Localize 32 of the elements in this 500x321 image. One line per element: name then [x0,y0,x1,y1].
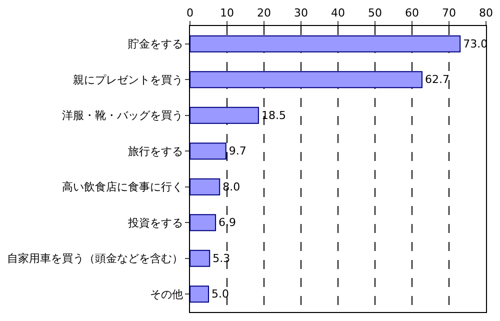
data-label: 9.7 [228,144,246,158]
x-tick-label: 40 [331,6,345,20]
y-tick-label: 洋服・靴・バッグを買う [62,109,183,122]
x-tick-label: 60 [405,6,419,20]
bar [190,106,259,124]
y-tick-label: その他 [150,288,183,301]
data-label: 5.3 [212,252,230,265]
data-label: 5.0 [212,288,229,301]
y-tick-label: 旅行をする [128,144,183,158]
y-tick-label: 高い飲食店に食事に行く [62,180,183,194]
data-label: 62.7 [424,73,450,86]
y-tick-label: 自家用車を買う（頭金などを含む） [6,252,183,266]
x-tick-label: 80 [479,6,493,20]
bar [190,250,210,267]
y-tick-label: 投資をする [126,216,183,230]
bar [190,71,422,88]
bar [190,214,216,232]
bar [190,142,226,160]
y-tick-label: 親にプレゼントを買う [72,73,183,86]
bar [190,35,461,52]
bar [190,178,220,196]
data-label: 8.0 [222,180,240,194]
x-tick-label: 30 [294,6,308,20]
data-label: 18.5 [261,108,286,122]
x-tick-label: 0 [186,6,194,20]
x-tick-label: 50 [368,6,382,20]
x-tick-label: 70 [442,6,456,20]
x-tick-label: 10 [220,6,234,20]
data-label: 6.9 [218,216,236,230]
bar [190,286,209,303]
x-tick-label: 20 [257,6,271,20]
y-tick-label: 貯金をする [128,38,183,51]
